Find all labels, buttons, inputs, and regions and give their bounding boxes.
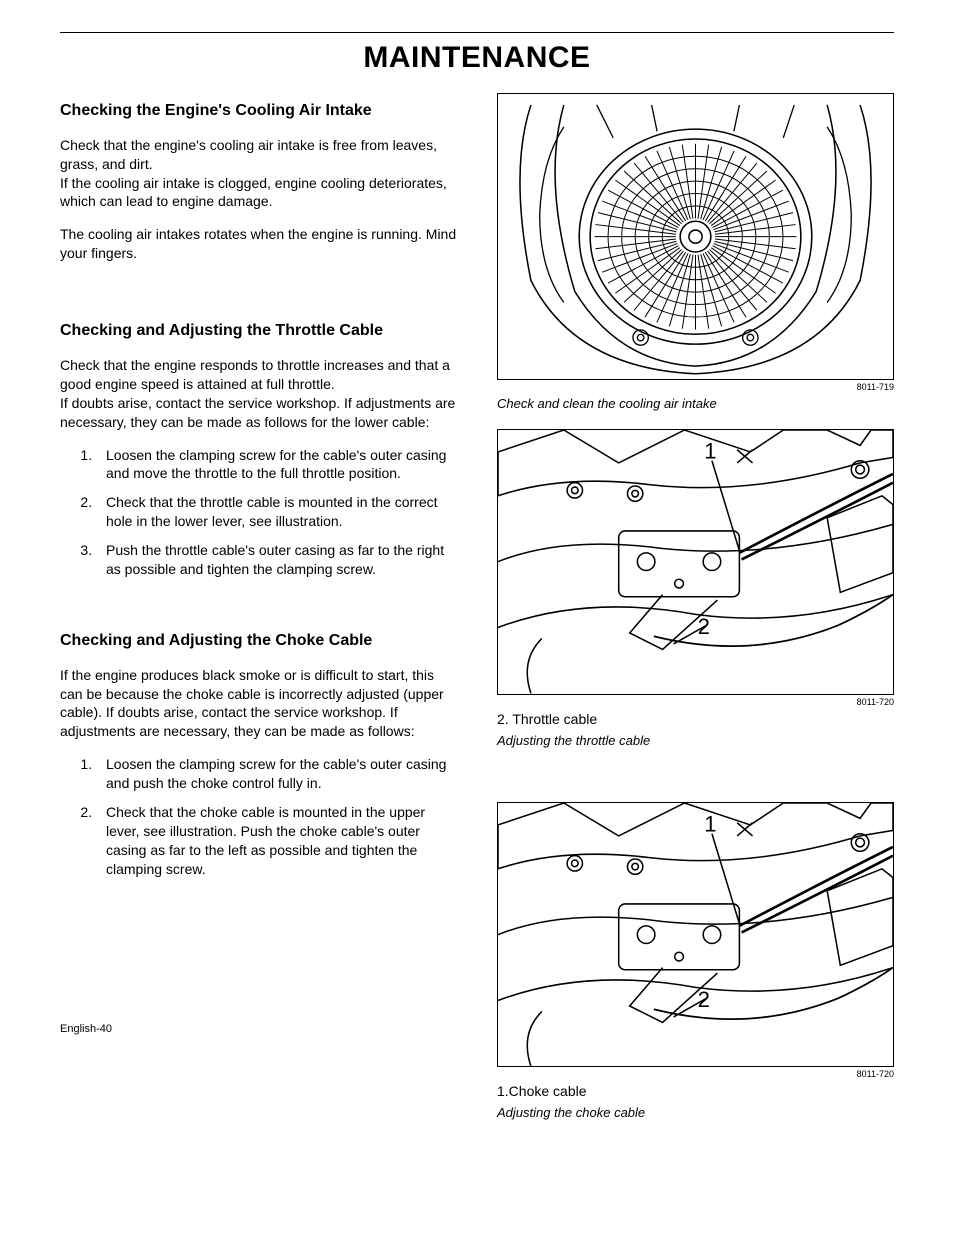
figure-choke-cable: 1 2: [497, 802, 894, 1067]
section-heading-cooling: Checking the Engine's Cooling Air Intake: [60, 101, 457, 122]
figure-label-2: 2. Throttle cable: [497, 711, 894, 727]
left-column: Checking the Engine's Cooling Air Intake…: [60, 93, 457, 1138]
page-title: MAINTENANCE: [60, 41, 894, 75]
svg-text:1: 1: [704, 811, 716, 836]
throttle-step-3: Push the throttle cable's outer casing a…: [96, 541, 457, 579]
para-throttle-1: Check that the engine responds to thrott…: [60, 356, 457, 432]
throttle-steps: Loosen the clamping screw for the cable'…: [60, 446, 457, 589]
figure-caption-1: Check and clean the cooling air intake: [497, 396, 894, 411]
svg-text:1: 1: [704, 439, 716, 464]
figure-label-3: 1.Choke cable: [497, 1083, 894, 1099]
page-footer: English-40: [60, 1023, 457, 1035]
spacer: [497, 766, 894, 802]
section-heading-throttle: Checking and Adjusting the Throttle Cabl…: [60, 321, 457, 342]
para-cooling-2: The cooling air intakes rotates when the…: [60, 225, 457, 263]
throttle-step-1: Loosen the clamping screw for the cable'…: [96, 446, 457, 484]
svg-text:2: 2: [698, 614, 710, 639]
figure-code-3: 8011-720: [497, 1069, 894, 1079]
figure-throttle-cable: 1 2: [497, 429, 894, 694]
spacer: [60, 277, 457, 313]
spacer: [60, 603, 457, 623]
two-column-layout: Checking the Engine's Cooling Air Intake…: [60, 93, 894, 1138]
page: MAINTENANCE Checking the Engine's Coolin…: [0, 32, 954, 1178]
para-cooling-1: Check that the engine's cooling air inta…: [60, 136, 457, 212]
throttle-step-2: Check that the throttle cable is mounted…: [96, 493, 457, 531]
svg-text:2: 2: [698, 987, 710, 1012]
figure-code-2: 8011-720: [497, 697, 894, 707]
top-rule: [60, 32, 894, 33]
choke-step-1: Loosen the clamping screw for the cable'…: [96, 755, 457, 793]
choke-step-2: Check that the choke cable is mounted in…: [96, 803, 457, 879]
figure-cooling-intake: [497, 93, 894, 380]
para-choke-1: If the engine produces black smoke or is…: [60, 666, 457, 742]
right-column: 8011-719 Check and clean the cooling air…: [497, 93, 894, 1138]
figure-caption-2: Adjusting the throttle cable: [497, 733, 894, 748]
figure-caption-3: Adjusting the choke cable: [497, 1105, 894, 1120]
choke-steps: Loosen the clamping screw for the cable'…: [60, 755, 457, 888]
figure-code-1: 8011-719: [497, 382, 894, 392]
section-heading-choke: Checking and Adjusting the Choke Cable: [60, 631, 457, 652]
